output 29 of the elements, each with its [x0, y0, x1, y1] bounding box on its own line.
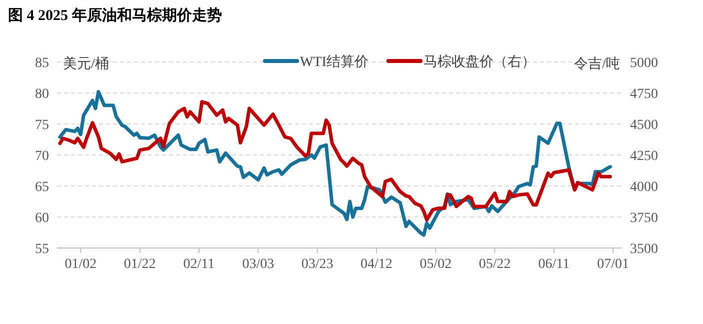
x-tick-label: 02/11	[183, 257, 215, 272]
y-tick-label: 70	[35, 149, 49, 164]
y-axis-title: 美元/桶	[63, 56, 109, 72]
y2-tick-label: 4500	[630, 118, 658, 133]
legend-label: WTI结算价	[300, 54, 368, 70]
x-tick-label: 05/02	[420, 257, 452, 272]
y-tick-label: 55	[35, 242, 49, 257]
y2-tick-label: 4250	[630, 149, 658, 164]
y-tick-label: 85	[35, 56, 49, 71]
x-tick-label: 06/11	[538, 257, 570, 272]
x-tick-label: 01/22	[124, 257, 156, 272]
x-tick-label: 01/02	[64, 257, 97, 272]
x-tick-label: 03/23	[301, 257, 334, 272]
y2-tick-label: 5000	[630, 56, 658, 71]
y-tick-label: 75	[35, 118, 49, 133]
x-tick-label: 04/12	[360, 257, 392, 272]
y-tick-label: 80	[35, 87, 49, 102]
y2-axis-title: 令吉/吨	[574, 56, 620, 72]
y2-tick-label: 3500	[630, 242, 658, 257]
y-tick-label: 65	[35, 180, 49, 195]
y-tick-label: 60	[35, 211, 49, 226]
x-tick-label: 03/03	[242, 257, 274, 272]
chart-title: 图 4 2025 年原油和马棕期价走势	[8, 7, 222, 24]
y2-tick-label: 3750	[630, 211, 658, 226]
y2-tick-label: 4750	[630, 87, 658, 102]
legend-label: 马棕收盘价（右）	[423, 54, 536, 70]
y2-tick-label: 4000	[630, 180, 658, 195]
x-tick-label: 07/01	[597, 257, 630, 272]
x-tick-label: 05/22	[478, 257, 511, 272]
